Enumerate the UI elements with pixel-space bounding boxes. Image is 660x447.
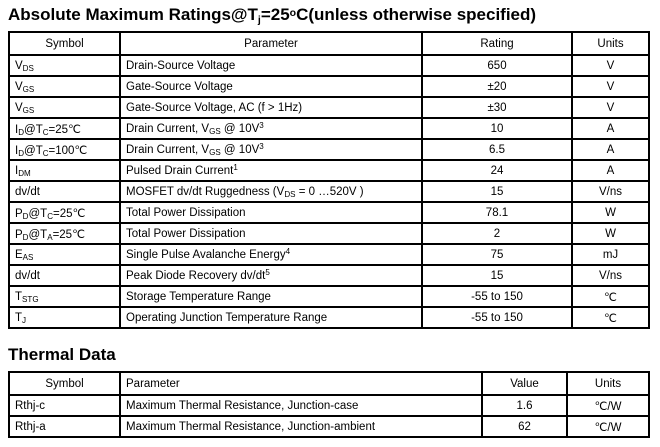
parameter-cell: Peak Diode Recovery dv/dt5	[119, 264, 423, 287]
column-header-parameter: Parameter	[119, 371, 483, 396]
table-row: VDS Drain-Source Voltage 650 V	[8, 54, 650, 77]
units-cell: V	[571, 54, 650, 77]
table-row: EAS Single Pulse Avalanche Energy4 75 mJ	[8, 243, 650, 266]
units-cell: V	[571, 96, 650, 119]
symbol-cell: PD@TA=25℃	[8, 222, 121, 245]
units-cell: mJ	[571, 243, 650, 266]
rating-cell: 78.1	[421, 201, 573, 224]
units-cell: W	[571, 201, 650, 224]
parameter-cell: Gate-Source Voltage, AC (f > 1Hz)	[119, 96, 423, 119]
rating-cell: -55 to 150	[421, 285, 573, 308]
symbol-cell: PD@TC=25℃	[8, 201, 121, 224]
table-row: VGS Gate-Source Voltage ±20 V	[8, 75, 650, 98]
parameter-cell: Gate-Source Voltage	[119, 75, 423, 98]
symbol-cell: VGS	[8, 75, 121, 98]
table-row: Rthj-c Maximum Thermal Resistance, Juncti…	[8, 394, 650, 417]
parameter-cell: Pulsed Drain Current1	[119, 159, 423, 182]
parameter-cell: Drain Current, VGS @ 10V3	[119, 117, 423, 140]
section-gap	[8, 329, 652, 345]
rating-cell: -55 to 150	[421, 306, 573, 329]
units-cell: W	[571, 222, 650, 245]
thermal-section-title: Thermal Data	[8, 345, 116, 364]
column-header-value: Value	[481, 371, 568, 396]
rating-cell: ±20	[421, 75, 573, 98]
column-header-units: Units	[566, 371, 650, 396]
value-cell: 62	[481, 415, 568, 438]
column-header-rating: Rating	[421, 31, 573, 56]
parameter-cell: MOSFET dv/dt Ruggedness (VDS = 0 …520V )	[119, 180, 423, 203]
parameter-cell: Operating Junction Temperature Range	[119, 306, 423, 329]
abs-max-section-title: Absolute Maximum Ratings@Tj=25oC(unless …	[8, 5, 537, 26]
thermal-table: Symbol Parameter Value Units Rthj-c Maxim…	[8, 371, 650, 438]
table-row: dv/dt MOSFET dv/dt Ruggedness (VDS = 0 …5…	[8, 180, 650, 203]
units-cell: A	[571, 117, 650, 140]
rating-cell: 650	[421, 54, 573, 77]
datasheet-page: Absolute Maximum Ratings@Tj=25oC(unless …	[8, 5, 652, 438]
parameter-cell: Total Power Dissipation	[119, 222, 423, 245]
parameter-cell: Drain-Source Voltage	[119, 54, 423, 77]
symbol-cell: IDM	[8, 159, 121, 182]
table-row: TJ Operating Junction Temperature Range -5…	[8, 306, 650, 329]
symbol-cell: TSTG	[8, 285, 121, 308]
rating-cell: 15	[421, 180, 573, 203]
value-cell: 1.6	[481, 394, 568, 417]
units-cell: A	[571, 159, 650, 182]
symbol-cell: Rthj-a	[8, 415, 121, 438]
symbol-cell: TJ	[8, 306, 121, 329]
parameter-cell: Drain Current, VGS @ 10V3	[119, 138, 423, 161]
table-row: VGS Gate-Source Voltage, AC (f > 1Hz) ±30 V	[8, 96, 650, 119]
table-row: IDM Pulsed Drain Current1 24 A	[8, 159, 650, 182]
column-header-symbol: Symbol	[8, 31, 121, 56]
rating-cell: 6.5	[421, 138, 573, 161]
units-cell: ℃	[571, 285, 650, 308]
column-header-symbol: Symbol	[8, 371, 121, 396]
table-row: PD@TA=25℃ Total Power Dissipation 2 W	[8, 222, 650, 245]
rating-cell: 75	[421, 243, 573, 266]
column-header-units: Units	[571, 31, 650, 56]
symbol-cell: ID@TC=25℃	[8, 117, 121, 140]
units-cell: V/ns	[571, 180, 650, 203]
units-cell: ℃/W	[566, 394, 650, 417]
table-row: ID@TC=100℃ Drain Current, VGS @ 10V3 6.5 A	[8, 138, 650, 161]
units-cell: A	[571, 138, 650, 161]
units-cell: V/ns	[571, 264, 650, 287]
rating-cell: 2	[421, 222, 573, 245]
thermal-table-body: Rthj-c Maximum Thermal Resistance, Juncti…	[8, 394, 650, 438]
thermal-header-row: Symbol Parameter Value Units	[8, 371, 650, 396]
parameter-cell: Single Pulse Avalanche Energy4	[119, 243, 423, 266]
rating-cell: ±30	[421, 96, 573, 119]
column-header-parameter: Parameter	[119, 31, 423, 56]
parameter-cell: Total Power Dissipation	[119, 201, 423, 224]
symbol-cell: ID@TC=100℃	[8, 138, 121, 161]
table-row: Rthj-a Maximum Thermal Resistance, Juncti…	[8, 415, 650, 438]
symbol-cell: Rthj-c	[8, 394, 121, 417]
rating-cell: 10	[421, 117, 573, 140]
parameter-cell: Maximum Thermal Resistance, Junction-cas…	[119, 394, 483, 417]
abs-max-table-body: VDS Drain-Source Voltage 650 V VGS Gate-Sourc…	[8, 54, 650, 329]
symbol-cell: EAS	[8, 243, 121, 266]
abs-max-header-row: Symbol Parameter Rating Units	[8, 31, 650, 56]
units-cell: ℃	[571, 306, 650, 329]
units-cell: ℃/W	[566, 415, 650, 438]
table-row: ID@TC=25℃ Drain Current, VGS @ 10V3 10 A	[8, 117, 650, 140]
parameter-cell: Maximum Thermal Resistance, Junction-amb…	[119, 415, 483, 438]
parameter-cell: Storage Temperature Range	[119, 285, 423, 308]
symbol-cell: dv/dt	[8, 264, 121, 287]
abs-max-table: Symbol Parameter Rating Units VDS Drain-S…	[8, 31, 650, 329]
units-cell: V	[571, 75, 650, 98]
rating-cell: 15	[421, 264, 573, 287]
symbol-cell: dv/dt	[8, 180, 121, 203]
table-row: TSTG Storage Temperature Range -55 to 150 ℃	[8, 285, 650, 308]
symbol-cell: VDS	[8, 54, 121, 77]
rating-cell: 24	[421, 159, 573, 182]
symbol-cell: VGS	[8, 96, 121, 119]
table-row: PD@TC=25℃ Total Power Dissipation 78.1 W	[8, 201, 650, 224]
table-row: dv/dt Peak Diode Recovery dv/dt5 15 V/ns	[8, 264, 650, 287]
